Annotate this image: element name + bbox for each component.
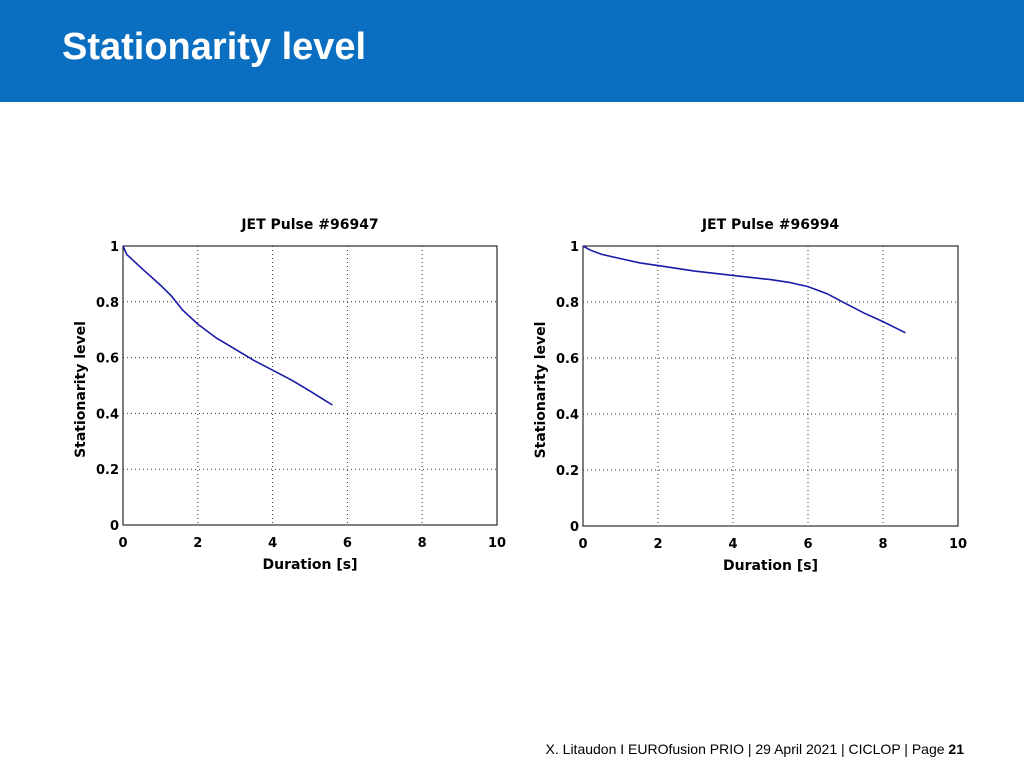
x-tick-label: 10 bbox=[949, 537, 967, 552]
y-tick-label: 0 bbox=[570, 520, 579, 535]
x-tick-label: 0 bbox=[118, 536, 127, 551]
footer: X. Litaudon I EUROfusion PRIO | 29 April… bbox=[546, 741, 964, 757]
page-number: 21 bbox=[948, 741, 964, 757]
chart-jet-pulse-96994: 0 2 4 6 8 10 0 0.2 0.4 0.6 0.8 1 JET Pulse #96994 Dur… bbox=[533, 217, 967, 574]
y-tick-label: 0.8 bbox=[556, 296, 579, 311]
x-tick-label: 10 bbox=[488, 536, 506, 551]
chart-title: JET Pulse #96994 bbox=[701, 217, 840, 233]
chart-jet-pulse-96947: 0 2 4 6 8 10 0 0.2 0.4 0.6 0.8 1 JET Pulse #96947 Dur… bbox=[73, 217, 506, 573]
plot-area bbox=[582, 245, 959, 527]
y-tick-label: 0.2 bbox=[556, 464, 579, 479]
y-tick-label: 0.6 bbox=[96, 352, 119, 367]
y-tick-label: 1 bbox=[570, 240, 579, 255]
y-tick-label: 0.8 bbox=[96, 296, 119, 311]
series-line bbox=[122, 245, 333, 406]
chart-title: JET Pulse #96947 bbox=[240, 217, 378, 233]
x-tick-label: 6 bbox=[803, 537, 812, 552]
y-tick-label: 0.4 bbox=[96, 407, 119, 422]
x-tick-label: 2 bbox=[653, 537, 662, 552]
y-tick-label: 0.6 bbox=[556, 352, 579, 367]
y-tick-label: 1 bbox=[110, 240, 119, 255]
y-axis-label: Stationarity level bbox=[533, 322, 549, 459]
footer-text: X. Litaudon I EUROfusion PRIO | 29 April… bbox=[545, 741, 949, 757]
y-axis-label: Stationarity level bbox=[73, 321, 89, 458]
x-tick-label: 0 bbox=[578, 537, 587, 552]
x-tick-label: 8 bbox=[878, 537, 887, 552]
plot-area bbox=[122, 245, 498, 526]
x-tick-label: 4 bbox=[268, 536, 277, 551]
x-axis-label: Duration [s] bbox=[262, 557, 357, 573]
x-tick-label: 2 bbox=[193, 536, 202, 551]
title-bar: Stationarity level bbox=[0, 0, 1024, 102]
x-tick-label: 6 bbox=[343, 536, 352, 551]
x-tick-label: 4 bbox=[728, 537, 737, 552]
slide-title: Stationarity level bbox=[62, 26, 367, 68]
y-tick-label: 0.2 bbox=[96, 463, 119, 478]
x-axis-label: Duration [s] bbox=[723, 558, 818, 574]
y-tick-label: 0 bbox=[110, 519, 119, 534]
series-line bbox=[582, 245, 906, 334]
y-tick-label: 0.4 bbox=[556, 408, 579, 423]
x-tick-label: 8 bbox=[418, 536, 427, 551]
